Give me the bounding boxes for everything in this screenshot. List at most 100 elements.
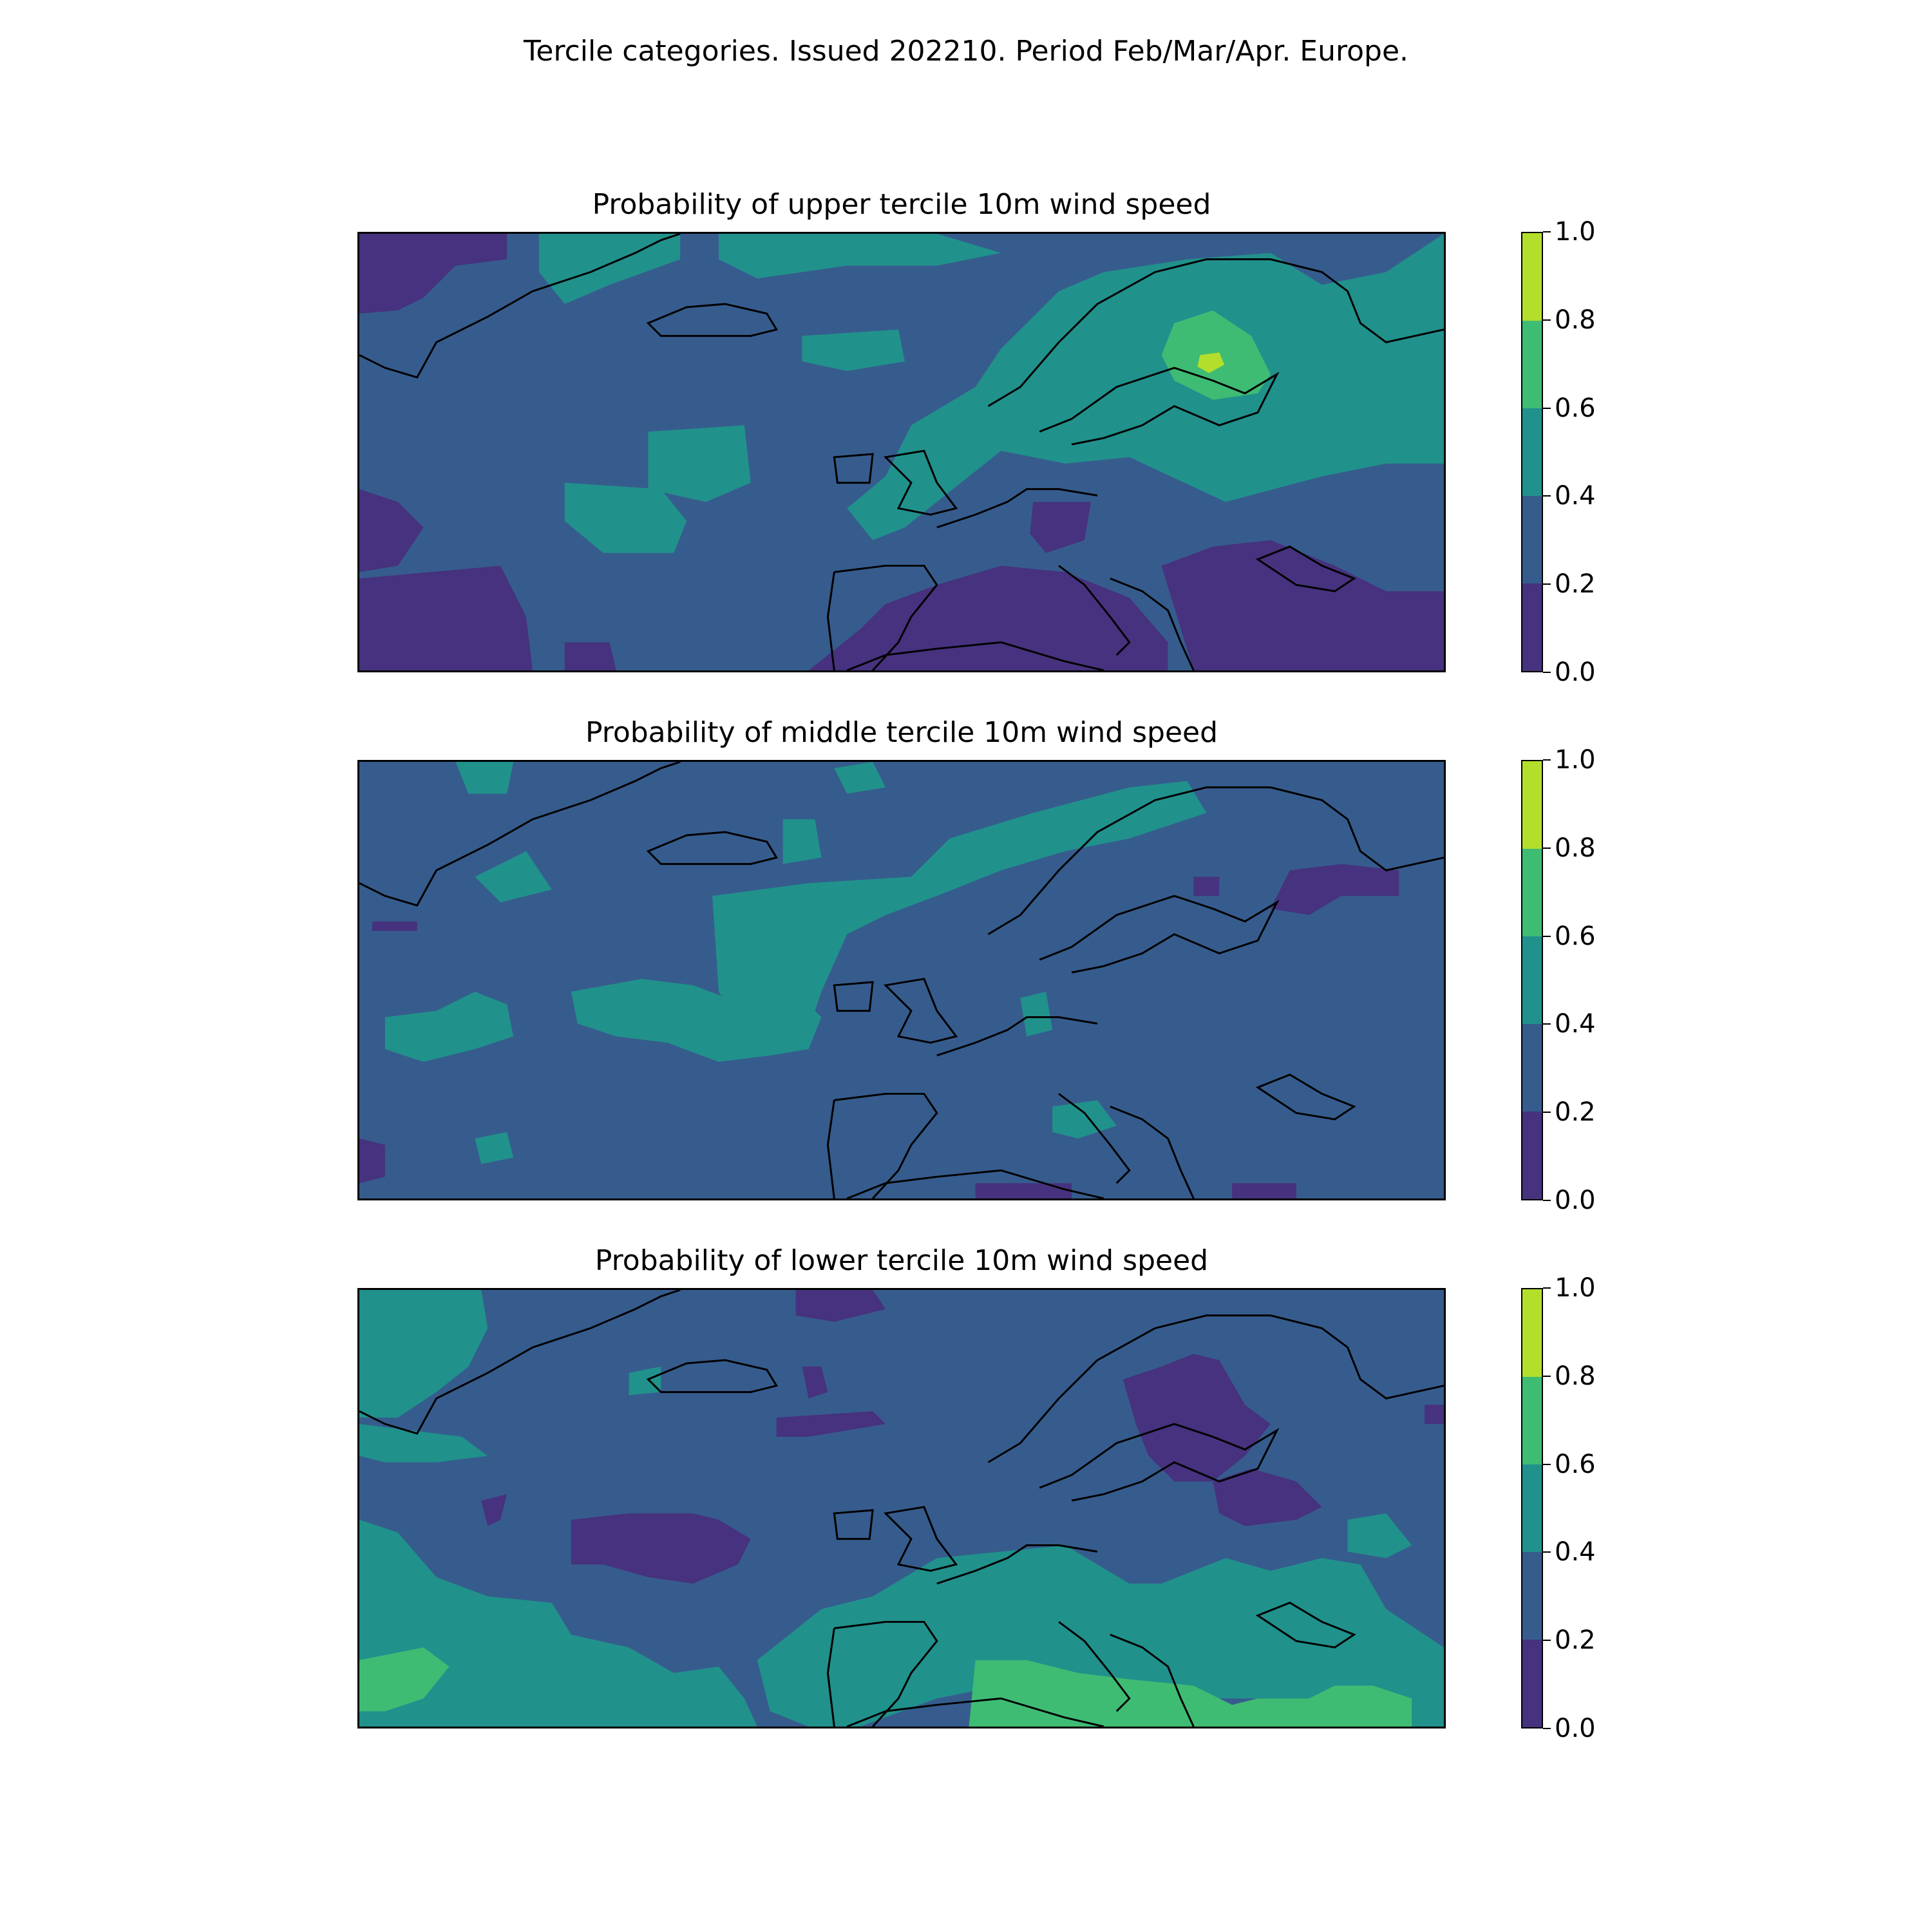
colorbar-tick-label: 0.6 [1555,921,1596,951]
colorbar-segment-3 [1522,321,1542,408]
colorbar-tick-label: 0.8 [1555,833,1596,863]
region-greenland-coast [475,851,552,903]
region-greenland-low [359,234,507,314]
colorbar-tick [1543,495,1551,497]
coast-baltic [1039,895,1280,974]
region-central-patch [1020,991,1053,1037]
region-mediterranean [757,1545,1444,1727]
coast-north-africa [846,1697,1104,1727]
coast-iberia [826,564,938,670]
colorbar-tick [1543,231,1551,232]
colorbar-tick [1543,1112,1551,1113]
colorbar-tick [1543,1200,1551,1201]
coast-balkans [1110,1633,1195,1727]
lower-tercile-panel-title: Probability of lower tercile 10m wind sp… [594,1244,1209,1277]
coast-ireland [833,1509,874,1540]
colorbar-tick [1543,319,1551,321]
coastlines [359,762,1444,1198]
colorbar-tick [1543,759,1551,761]
colorbar-segment-2 [1522,936,1542,1024]
colorbar-tick-label: 1.0 [1555,1273,1596,1303]
upper-tercile-panel-title: Probability of upper tercile 10m wind sp… [592,188,1211,221]
region-north-africa-low [975,1183,1072,1198]
colorbar-tick [1543,1551,1551,1553]
colorbar-tick [1543,1287,1551,1289]
colorbar-tick-label: 0.0 [1555,658,1596,687]
colorbar-segment-1 [1522,1552,1542,1640]
lower-tercile-map-svg [359,1290,1444,1727]
region-norwegian-sea [802,329,905,372]
region-norwegian-low [776,1411,886,1437]
colorbar-tick [1543,1023,1551,1025]
colorbar-segment-2 [1522,1464,1542,1552]
coast-iberia [826,1092,938,1198]
colorbar-tick [1543,407,1551,409]
region-midatlantic-a [648,425,751,502]
colorbar-tick-label: 0.4 [1555,1009,1596,1039]
colorbar-segment-1 [1522,496,1542,583]
colorbar-tick-label: 0.6 [1555,393,1596,423]
coast-black-sea [1255,1602,1356,1649]
colorbar-tick-label: 0.4 [1555,481,1596,511]
coast-greenland [359,234,681,379]
region-east-edge-low [1425,1405,1444,1425]
middle-tercile-panel-title: Probability of middle tercile 10m wind s… [585,716,1218,749]
region-east-med-low [1232,1183,1296,1198]
colorbar-tick-label: 0.2 [1555,1097,1596,1128]
coast-balkans [1110,577,1195,670]
colorbar-segment-3 [1522,849,1542,936]
region-iceland-patch [782,819,822,864]
colorbar-tick-label: 0.8 [1555,1361,1596,1391]
coast-iceland [646,1359,779,1394]
colorbar-tick [1543,935,1551,937]
colorbar-tick [1543,672,1551,673]
region-norway-band [712,781,1207,1037]
region-greenland-high [359,1290,488,1418]
region-east-europe-low [1161,540,1444,670]
colorbar-tick-label: 0.0 [1555,1186,1596,1215]
coast-black-sea [1255,1074,1356,1121]
upper-tercile-colorbar [1521,232,1543,672]
region-north-low [795,1290,886,1322]
region-iceland-low [802,1366,828,1399]
region-west-atlantic-sliver [372,921,417,931]
coast-iceland [646,303,779,337]
middle-tercile-map [357,760,1446,1200]
colorbar-tick [1543,1463,1551,1465]
colorbar-segment-2 [1522,408,1542,496]
region-finland-max [1197,352,1225,374]
region-scandinavia-low [1122,1354,1271,1482]
middle-tercile-map-svg [359,762,1444,1198]
colorbar-tick-label: 0.4 [1555,1537,1596,1567]
coast-great-britain [883,1506,958,1572]
coast-greenland [359,1290,681,1435]
region-southwest-atlantic-low [359,565,533,670]
region-midatlantic-band [571,979,822,1062]
coast-balkans [1110,1105,1195,1198]
coast-ireland [833,453,874,484]
coast-italy [1058,1621,1131,1712]
coast-baltic [1039,366,1280,446]
region-greenland-coast [539,234,681,305]
region-southwest-high [359,1647,450,1712]
region-russia-low-a [1193,876,1220,896]
upper-tercile-map-svg [359,234,1444,670]
coast-western-europe [936,488,1098,529]
colorbar-segment-3 [1522,1377,1542,1464]
colorbar-segment-4 [1522,233,1542,321]
region-northsea [847,234,1444,540]
region-west-atlantic-band [384,991,514,1062]
colorbar-tick [1543,1640,1551,1642]
region-greenland-band [359,1424,488,1463]
colorbar-segment-0 [1522,1112,1542,1199]
coast-western-europe [936,1544,1098,1585]
colorbar-tick [1543,847,1551,849]
colorbar-tick [1543,1375,1551,1377]
coast-scandinavia [987,1314,1444,1463]
coast-western-europe [936,1016,1098,1057]
region-russia-low-b [1270,864,1399,915]
upper-tercile-map [357,232,1446,672]
region-north-patch [834,762,886,794]
colorbar-tick-label: 0.8 [1555,305,1596,335]
coast-italy [1058,565,1131,656]
